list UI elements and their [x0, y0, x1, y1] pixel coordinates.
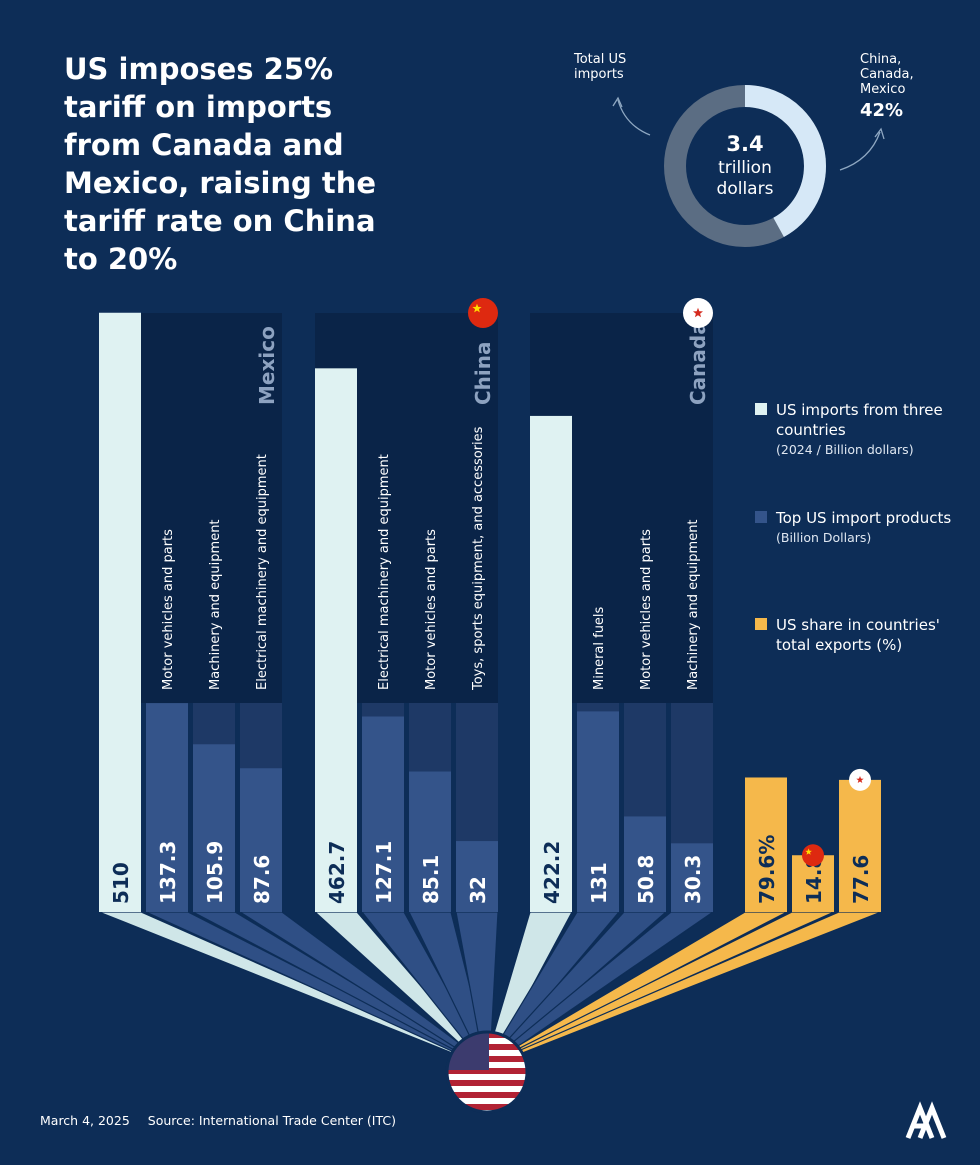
product-bar: [409, 771, 451, 912]
product-value: 30.3: [681, 855, 705, 904]
share-bar: [745, 777, 787, 912]
donut-category: China, Canada, Mexico: [860, 52, 914, 97]
product-name: Motor vehicles and parts: [161, 529, 176, 690]
product-name: Motor vehicles and parts: [424, 529, 439, 690]
product-name: Machinery and equipment: [686, 519, 701, 690]
product-name: Electrical machinery and equipment: [377, 454, 392, 690]
product-name: Machinery and equipment: [208, 519, 223, 690]
product-value: 137.3: [156, 841, 180, 904]
legend-swatch: [755, 618, 767, 630]
donut-center-value: 3.4: [726, 132, 764, 156]
legend-note: (2024 / Billion dollars): [776, 442, 914, 457]
product-bar: [577, 711, 619, 912]
total-bar: [315, 368, 357, 912]
share-bar: [839, 779, 881, 912]
product-bar: [456, 841, 498, 912]
total-bar: [530, 415, 572, 912]
legend-swatch: [755, 403, 767, 415]
legend-item: Top US import products (Billion Dollars): [755, 508, 955, 548]
connectors: [98, 911, 882, 1056]
donut-value-label: 42%: [860, 100, 904, 121]
total-label: 510: [109, 862, 133, 904]
arrow: [617, 99, 651, 136]
share-label: 79.6%: [755, 835, 779, 904]
country-name: Canada: [686, 321, 710, 405]
flag-leaf: [693, 307, 703, 318]
product-value: 87.6: [250, 855, 274, 904]
product-bar: [193, 744, 235, 912]
country-name: China: [471, 341, 495, 405]
product-value: 131: [587, 862, 611, 904]
legend-item: US imports from three countries (2024 / …: [755, 400, 955, 460]
total-label: 422.2: [540, 841, 564, 904]
footer: March 4, 2025 Source: International Trad…: [40, 1113, 410, 1128]
country-name: Mexico: [255, 326, 279, 405]
legend-swatch: [755, 511, 767, 523]
product-bar: [240, 768, 282, 912]
donut-slice: [664, 85, 826, 247]
marks: 510 Motor vehicles and parts 137.3 Machiner…: [99, 85, 881, 912]
legend-note: (Billion Dollars): [776, 530, 872, 545]
product-name: Motor vehicles and parts: [639, 529, 654, 690]
legend-label: US share in countries' total exports (%): [776, 616, 940, 654]
legend-label: Top US import products: [776, 509, 952, 527]
total-label: 462.7: [325, 841, 349, 904]
title: US imposes 25% tariff on imports from Ca…: [64, 52, 377, 276]
donut-total-label: Total US imports: [574, 52, 627, 82]
product-bar: [671, 843, 713, 912]
product-bar: [362, 716, 404, 912]
product-value: 105.9: [203, 841, 227, 904]
product-value: 32: [466, 876, 490, 904]
product-value: 127.1: [372, 841, 396, 904]
flag-leaf: [856, 776, 864, 783]
product-name: Mineral fuels: [592, 606, 607, 690]
arrow-head: [612, 96, 623, 108]
flag: [468, 298, 498, 328]
flag-star: [805, 848, 812, 855]
product-name: Electrical machinery and equipment: [255, 454, 270, 690]
logo: [905, 1101, 947, 1139]
product-bar: [146, 703, 188, 912]
flag-star: [472, 303, 482, 313]
product-value: 50.8: [634, 855, 658, 904]
product-value: 85.1: [419, 855, 443, 904]
us-flag-ring: [445, 1030, 529, 1114]
legend-item: US share in countries' total exports (%): [755, 615, 955, 655]
us-flag: [447, 1032, 527, 1112]
date: March 4, 2025: [40, 1113, 130, 1128]
arrow: [839, 131, 881, 171]
flag: [802, 844, 824, 867]
arrow-head: [874, 127, 885, 140]
share-label: 77.6: [849, 855, 873, 904]
product-bar: [624, 816, 666, 912]
source: Source: International Trade Center (ITC): [147, 1113, 396, 1128]
legend-label: US imports from three countries: [776, 401, 943, 439]
donut-center-unit: trillion dollars: [716, 158, 774, 199]
total-bar: [99, 312, 141, 912]
product-name: Toys, sports equipment, and accessories: [471, 426, 486, 691]
